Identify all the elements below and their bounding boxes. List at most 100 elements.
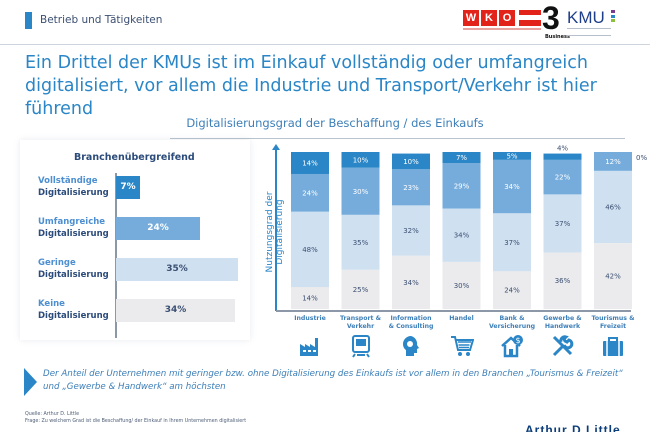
data-label: 30%: [353, 188, 369, 196]
category-label-line: Verkehr: [346, 323, 375, 330]
section-label: Betrieb und Tätigkeiten: [40, 14, 163, 26]
kmu-logo: KMU: [567, 8, 605, 27]
data-label: 25%: [353, 286, 369, 294]
category-label: Transport & Verkehr: [333, 315, 389, 331]
overview-category-label-line: Geringe: [38, 258, 76, 268]
stacked-bar-segment: [291, 173, 329, 212]
category-label-line: Tourismus &: [591, 315, 635, 322]
data-label: 10%: [403, 158, 419, 166]
stacked-bar-segment: [341, 214, 380, 270]
data-label: 34%: [454, 232, 470, 240]
wko-tagline: [463, 28, 541, 30]
data-label: 42%: [605, 273, 621, 281]
overview-category-label: Umfangreiche Digitalisierung: [38, 216, 109, 240]
overview-category-label-line: Digitalisierung: [38, 270, 109, 280]
overview-title: Branchenübergreifend: [74, 152, 195, 163]
stacked-bar-segment: [493, 159, 531, 214]
stacked-bar-segment: [493, 213, 531, 272]
category-label: Gewerbe & Handwerk: [535, 315, 591, 331]
chart-title-divider: [170, 138, 625, 139]
stacked-bar-segment: [543, 159, 582, 195]
stacked-bar-segment: [291, 211, 329, 288]
category-label-line: Versicherung: [488, 323, 536, 330]
stacked-bar-segment: [594, 152, 632, 171]
overview-category-label-line: Digitalisierung: [38, 229, 109, 239]
three-logo: 3: [542, 0, 560, 36]
factory-icon: [298, 334, 322, 358]
wko-letter: O: [499, 10, 515, 26]
stacked-bar-segment: [392, 255, 430, 309]
partner-logos: W K O 3 Business KMU: [463, 0, 618, 40]
data-label: 24%: [302, 189, 318, 197]
category-label-line: Gewerbe &: [543, 315, 582, 322]
data-label: 5%: [506, 152, 517, 160]
category-label: Tourismus & Freizeit: [585, 315, 641, 331]
data-label: 12%: [605, 158, 621, 166]
source-note: Quelle: Arthur D. Little Frage: Zu welch…: [25, 412, 246, 425]
category-label-line: Industrie: [294, 315, 326, 322]
stacked-bar-segment: [543, 252, 582, 309]
data-label: 0%: [636, 154, 647, 162]
stacked-bar-segment: [442, 261, 481, 309]
stacked-bar-segment: [442, 152, 481, 163]
category-label-line: & Consulting: [388, 323, 434, 330]
stacked-bar-segment: [291, 287, 329, 309]
data-label: 34%: [504, 183, 520, 191]
kmu-tagline: [567, 28, 611, 36]
suitcase-icon: [601, 334, 625, 358]
section-marker: [25, 12, 32, 29]
stacked-bar-segment: [543, 194, 582, 253]
wko-letter: W: [463, 10, 479, 26]
overview-bar: 34%: [116, 299, 235, 322]
data-label: 14%: [302, 159, 318, 167]
data-label: 10%: [353, 156, 369, 164]
data-label: 30%: [454, 282, 470, 290]
stacked-bar-segment: [543, 153, 582, 160]
y-axis-arrow-icon: [272, 144, 280, 150]
header-divider: [0, 44, 650, 45]
category-label-line: Freizeit: [599, 323, 627, 330]
data-label: 35%: [353, 239, 369, 247]
overview-bar: 7%: [116, 176, 140, 199]
train-icon: [349, 334, 373, 358]
wko-logo: W K O: [463, 10, 541, 32]
stacked-bar-segment: [291, 152, 329, 174]
category-label-line: Transport &: [339, 315, 382, 322]
overview-category-label-line: Umfangreiche: [38, 217, 106, 227]
category-label: Bank & Versicherung: [484, 315, 540, 331]
stacked-bar-segment: [594, 243, 632, 309]
data-label: 37%: [555, 220, 571, 228]
category-label: Handel: [434, 315, 490, 323]
overview-bar: 35%: [116, 258, 238, 281]
stacked-bar-segment: [341, 167, 380, 215]
data-label: 14%: [302, 295, 318, 303]
stacked-bar-segment: [392, 205, 430, 256]
kmu-dots-icon: [611, 10, 615, 24]
callout-text: Der Anteil der Unternehmen mit geringer …: [43, 369, 623, 392]
page-headline: Ein Drittel der KMUs ist im Einkauf voll…: [25, 53, 597, 119]
data-label: 4%: [557, 145, 568, 153]
overview-category-label-line: Vollständige: [38, 176, 98, 186]
overview-category-label-line: Digitalisierung: [38, 188, 109, 198]
data-label: 36%: [555, 277, 571, 285]
category-label-line: Information: [390, 315, 432, 322]
stacked-bar-segment: [392, 153, 430, 170]
wko-letter: K: [481, 10, 497, 26]
data-label: 24%: [504, 287, 520, 295]
data-label: 48%: [302, 246, 318, 254]
overview-category-label: Keine Digitalisierung: [38, 298, 109, 322]
stacked-bar-segment: [442, 162, 481, 209]
category-label: Information & Consulting: [383, 315, 439, 331]
shopping-cart-icon: [450, 334, 474, 358]
data-label: 23%: [403, 184, 419, 192]
overview-axis: [115, 173, 117, 338]
category-label: Industrie: [282, 315, 338, 323]
overview-bar: 24%: [116, 217, 200, 240]
callout-arrow-icon: [24, 368, 37, 396]
category-label-line: Handwerk: [544, 323, 581, 330]
source-line: Quelle: Arthur D. Little: [25, 412, 80, 417]
stacked-bar-segment: [594, 170, 632, 244]
data-label: 22%: [555, 174, 571, 182]
data-label: 34%: [403, 279, 419, 287]
overview-category-label: Geringe Digitalisierung: [38, 257, 109, 281]
